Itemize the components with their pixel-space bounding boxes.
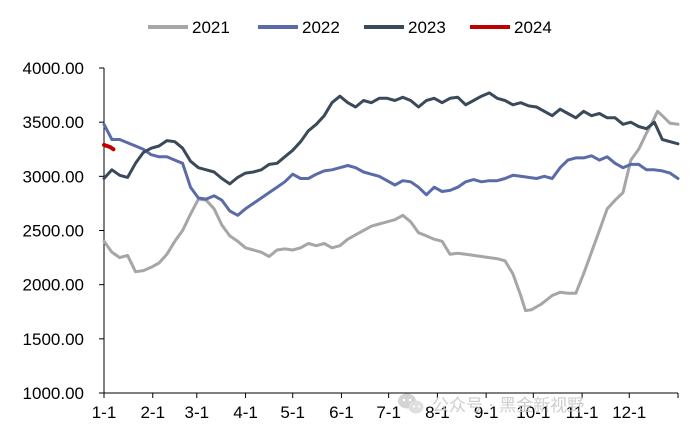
legend-label-2024: 2024 bbox=[514, 18, 552, 37]
y-tick-label: 1000.00 bbox=[23, 384, 84, 403]
legend-label-2022: 2022 bbox=[302, 18, 340, 37]
watermark: 公众号 · 黑金新视野 bbox=[398, 393, 584, 416]
x-tick-label: 7-1 bbox=[376, 403, 401, 422]
series-line-2024 bbox=[102, 142, 116, 152]
series-line-2023 bbox=[102, 91, 680, 186]
watermark-text: 公众号 · 黑金新视野 bbox=[432, 396, 584, 416]
legend-label-2021: 2021 bbox=[192, 18, 230, 37]
y-tick-label: 4000.00 bbox=[23, 59, 84, 78]
x-tick-label: 6-1 bbox=[329, 403, 354, 422]
y-tick-label: 3000.00 bbox=[23, 167, 84, 186]
y-tick-label: 1500.00 bbox=[23, 330, 84, 349]
x-tick-label: 4-1 bbox=[233, 403, 258, 422]
x-tick-label: 9-1 bbox=[474, 403, 499, 422]
y-tick-label: 2500.00 bbox=[23, 222, 84, 241]
x-tick-label: 11-1 bbox=[566, 403, 599, 422]
x-tick-label: 12-1 bbox=[612, 403, 646, 422]
legend-label-2023: 2023 bbox=[408, 18, 446, 37]
series-line-2022 bbox=[102, 122, 680, 217]
y-axis: 1000.00 1500.00 2000.00 2500.00 3000.00 3500.… bbox=[23, 59, 105, 403]
x-tick-label: 1-1 bbox=[92, 403, 117, 422]
series-line-2021 bbox=[102, 109, 680, 313]
x-tick-label: 10-1 bbox=[516, 403, 550, 422]
x-axis: 1-1 2-1 3-1 4-1 5-1 6-1 7-1 8-1 9-1 10-1 11-1 12-1 bbox=[92, 392, 679, 422]
legend: 2021 2022 2023 2024 bbox=[148, 18, 552, 37]
y-tick-label: 3500.00 bbox=[23, 113, 84, 132]
series-layer bbox=[102, 91, 680, 313]
x-tick-label: 8-1 bbox=[425, 403, 450, 422]
y-tick-label: 2000.00 bbox=[23, 276, 84, 295]
x-tick-label: 3-1 bbox=[184, 403, 209, 422]
x-tick-label: 5-1 bbox=[280, 403, 305, 422]
wechat-icon bbox=[398, 393, 424, 414]
x-tick-label: 2-1 bbox=[140, 403, 165, 422]
